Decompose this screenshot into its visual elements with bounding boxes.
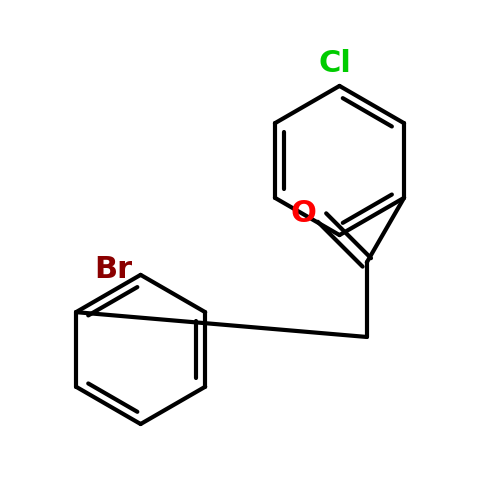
Text: Br: Br bbox=[94, 256, 132, 284]
Text: O: O bbox=[290, 199, 316, 228]
Text: Cl: Cl bbox=[318, 49, 351, 78]
